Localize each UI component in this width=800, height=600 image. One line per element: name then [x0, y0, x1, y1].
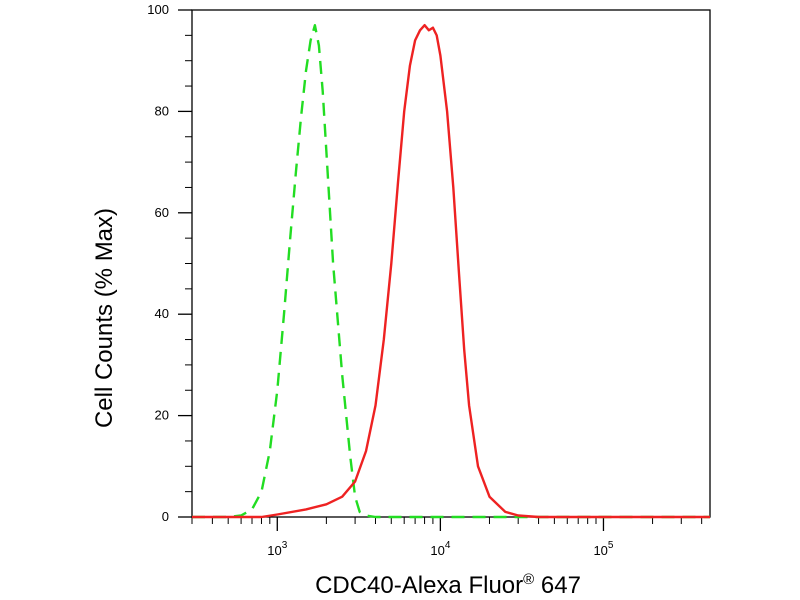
y-tick-label: 60: [155, 205, 169, 220]
y-axis-title: Cell Counts (% Max): [91, 208, 118, 428]
y-tick-label: 20: [155, 408, 169, 423]
y-tick-label: 0: [162, 509, 169, 524]
plot-frame: [191, 9, 711, 518]
x-axis-title-registered-mark: ®: [523, 571, 534, 588]
x-tick-label: 104: [430, 540, 450, 558]
y-axis: 0 20 40 60 80 100: [147, 2, 192, 524]
y-tick-label: 80: [155, 103, 169, 118]
x-axis: 103 104 105: [191, 517, 703, 558]
x-tick-label: 105: [593, 540, 613, 558]
y-tick-label: 40: [155, 306, 169, 321]
x-axis-title: CDC40-Alexa Fluor® 647: [315, 571, 581, 599]
series-line-dashed: [192, 24, 710, 519]
series-layer: [192, 24, 710, 519]
x-axis-title-main: CDC40-Alexa Fluor: [315, 572, 523, 599]
series-line-solid: [192, 24, 710, 519]
plot-border: [191, 9, 711, 518]
y-tick-label: 100: [147, 2, 169, 17]
x-axis-title-suffix: 647: [534, 572, 581, 599]
x-tick-label: 103: [267, 540, 287, 558]
